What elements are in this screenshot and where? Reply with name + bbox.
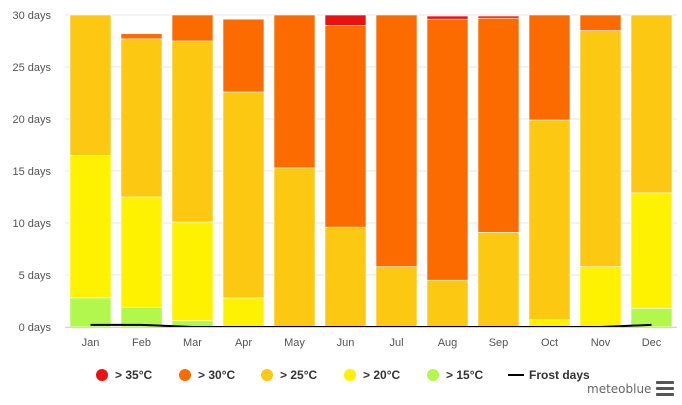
bar-segment[interactable] bbox=[222, 297, 265, 328]
bar-segment[interactable] bbox=[222, 18, 265, 93]
bar-segment[interactable] bbox=[579, 14, 622, 31]
legend-symbol bbox=[96, 369, 108, 381]
x-tick-label: Feb bbox=[132, 337, 151, 349]
hamburger-menu-icon[interactable] bbox=[656, 381, 674, 396]
x-tick-label: Nov bbox=[591, 337, 611, 349]
legend-symbol bbox=[261, 369, 273, 381]
bar-segment[interactable] bbox=[630, 307, 673, 328]
bar-segment[interactable] bbox=[528, 14, 571, 121]
x-tick-label: Sep bbox=[489, 337, 509, 349]
x-tick-label: Mar bbox=[183, 337, 202, 349]
bars-layer bbox=[69, 14, 673, 328]
legend[interactable]: > 35°C > 30°C > 25°C > 20°C > 15°C Frost days bbox=[96, 368, 590, 382]
bar-segment[interactable] bbox=[69, 297, 112, 328]
bar-segment[interactable] bbox=[273, 14, 316, 169]
bar-segment[interactable] bbox=[375, 266, 418, 328]
bar-segment[interactable] bbox=[120, 33, 163, 40]
bar-segment[interactable] bbox=[324, 226, 367, 328]
bar-segment[interactable] bbox=[324, 14, 367, 26]
bar-segment[interactable] bbox=[171, 14, 214, 42]
brand-logo-text[interactable]: meteoblue bbox=[587, 382, 652, 396]
bar-segment[interactable] bbox=[120, 196, 163, 308]
y-tick-label: 20 days bbox=[12, 114, 51, 126]
bar-segment[interactable] bbox=[120, 38, 163, 198]
legend-label: > 25°C bbox=[280, 368, 317, 382]
bar-segment[interactable] bbox=[477, 17, 520, 233]
x-tick-label: Jan bbox=[82, 337, 100, 349]
legend-item[interactable]: > 15°C bbox=[427, 368, 483, 382]
bar-segment[interactable] bbox=[69, 155, 112, 299]
legend-symbol bbox=[179, 369, 191, 381]
bar-segment[interactable] bbox=[171, 221, 214, 322]
legend-label: > 20°C bbox=[363, 368, 400, 382]
x-tick-label: Aug bbox=[438, 337, 458, 349]
legend-label: > 15°C bbox=[446, 368, 483, 382]
legend-label: > 30°C bbox=[198, 368, 235, 382]
bar-segment[interactable] bbox=[426, 15, 469, 20]
grid-layer bbox=[65, 14, 677, 328]
bar-segment[interactable] bbox=[222, 91, 265, 299]
bar-segment[interactable] bbox=[579, 266, 622, 328]
legend-item[interactable]: Frost days bbox=[508, 368, 590, 382]
bar-segment[interactable] bbox=[477, 15, 520, 19]
bar-segment[interactable] bbox=[579, 30, 622, 267]
legend-label: > 35°C bbox=[115, 368, 152, 382]
bar-segment[interactable] bbox=[426, 18, 469, 281]
legend-symbol bbox=[344, 369, 356, 381]
bar-segment[interactable] bbox=[426, 279, 469, 328]
legend-label: Frost days bbox=[529, 368, 590, 382]
x-tick-label: Oct bbox=[541, 337, 558, 349]
bar-segment[interactable] bbox=[375, 14, 418, 267]
bar-segment[interactable] bbox=[171, 40, 214, 223]
y-tick-label: 0 days bbox=[19, 322, 52, 334]
legend-symbol bbox=[427, 369, 439, 381]
legend-item[interactable]: > 20°C bbox=[344, 368, 400, 382]
bar-segment[interactable] bbox=[324, 25, 367, 228]
bar-segment[interactable] bbox=[528, 319, 571, 328]
bar-segment[interactable] bbox=[477, 232, 520, 328]
x-tick-label: Apr bbox=[235, 337, 252, 349]
legend-item[interactable]: > 30°C bbox=[179, 368, 235, 382]
axis-layer: 0 days 5 days 10 days 15 days 20 days 25 days… bbox=[12, 10, 677, 349]
y-tick-label: 25 days bbox=[12, 62, 51, 74]
x-tick-label: Jun bbox=[337, 337, 355, 349]
x-tick-label: Dec bbox=[642, 337, 662, 349]
bar-segment[interactable] bbox=[528, 119, 571, 321]
bar-segment[interactable] bbox=[69, 14, 112, 156]
x-tick-label: May bbox=[284, 337, 305, 349]
y-tick-label: 5 days bbox=[19, 270, 52, 282]
bar-segment[interactable] bbox=[273, 167, 316, 328]
y-tick-label: 10 days bbox=[12, 218, 51, 230]
legend-item[interactable]: > 25°C bbox=[261, 368, 317, 382]
y-tick-label: 30 days bbox=[12, 10, 51, 22]
bar-segment[interactable] bbox=[630, 14, 673, 194]
x-tick-label: Jul bbox=[389, 337, 403, 349]
legend-item[interactable]: > 35°C bbox=[96, 368, 152, 382]
bar-segment[interactable] bbox=[630, 192, 673, 309]
y-tick-label: 15 days bbox=[12, 166, 51, 178]
